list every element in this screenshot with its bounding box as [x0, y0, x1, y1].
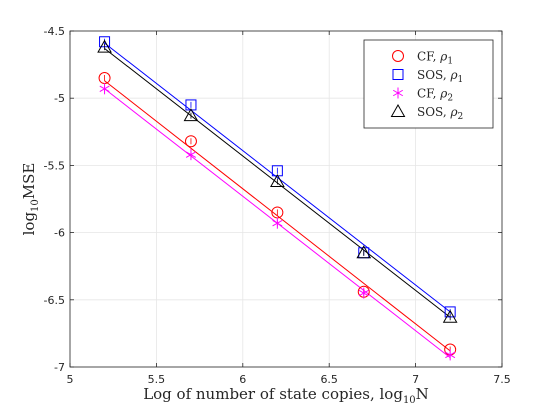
legend-label-sub: 2	[447, 94, 453, 104]
legend-label-sos-rho1: SOS, ρ1	[417, 68, 463, 85]
legend-marker-cf-rho2	[392, 87, 404, 99]
y-axis-label: log10MSE	[20, 163, 41, 236]
legend-label-cf-rho1: CF, ρ1	[417, 50, 453, 67]
x-tick-label: 7.5	[493, 373, 511, 386]
legend-label-main: SOS,	[417, 105, 450, 119]
asterisk-stroke	[445, 351, 456, 359]
legend-label-symbol: ρ	[439, 50, 447, 64]
marker-cf-rho2	[185, 149, 196, 161]
y-tick-label: -4.5	[44, 25, 65, 38]
x-tick-label: 6	[239, 373, 246, 386]
y-tick-label: -6.5	[44, 294, 65, 307]
legend-marker-sos-rho1	[392, 69, 404, 80]
y-axis-label-sub: 10	[30, 199, 41, 212]
legend-label-symbol: ρ	[449, 105, 457, 119]
plot-frame	[69, 30, 503, 368]
marker-cf-rho2	[445, 349, 456, 361]
x-tick-label: 6.5	[320, 373, 338, 386]
marker-sos-rho2	[183, 108, 199, 122]
marker-cf-rho2	[358, 287, 369, 299]
y-tick-label: -5	[54, 92, 65, 105]
axis-ticks: 5 5.5 6 6.5 7 7.5 -4.5 -5 -5.5 -6 -6.5 -7	[44, 25, 511, 386]
legend-label-main: SOS,	[417, 68, 450, 82]
legend-marker-cf-rho1	[392, 50, 404, 62]
legend-label-symbol: ρ	[449, 68, 457, 82]
x-axis-label-sub: 10	[403, 395, 416, 406]
x-tick-label: 7	[412, 373, 419, 386]
asterisk-stroke	[99, 85, 110, 92]
marker-sos-rho2	[97, 39, 112, 53]
marker-cf-rho2	[272, 217, 283, 229]
legend-label-main: CF,	[417, 50, 440, 64]
marker-cf-rho2	[99, 83, 110, 95]
legend-label-main: CF,	[417, 87, 440, 101]
marker-cf-rho1	[184, 135, 197, 148]
grid	[69, 30, 503, 368]
data-markers	[97, 36, 458, 361]
marker-sos-rho2	[356, 245, 372, 259]
y-tick-label: -5.5	[44, 159, 65, 172]
marker-sos-rho2	[270, 174, 285, 188]
y-tick-label: -6	[54, 227, 65, 240]
asterisk-stroke	[272, 220, 283, 227]
legend-label-sub: 1	[458, 75, 464, 85]
marker-sos-rho2	[442, 309, 458, 323]
legend-label-sub: 1	[447, 57, 453, 67]
y-tick-label: -7	[54, 361, 65, 374]
fit-line-cf-rho1	[104, 80, 451, 352]
legend-box	[363, 39, 494, 129]
legend-label-symbol: ρ	[439, 87, 447, 101]
legend-label-sos-rho2: SOS, ρ2	[417, 105, 463, 122]
asterisk-stroke	[392, 89, 404, 97]
x-tick-label: 5.5	[148, 373, 166, 386]
legend-label-cf-rho2: CF, ρ2	[417, 87, 453, 104]
asterisk-stroke	[358, 289, 369, 297]
legend-marker-sos-rho2	[390, 103, 406, 117]
legend-label-sub: 2	[458, 112, 464, 122]
x-tick-label: 5	[67, 373, 74, 386]
x-axis-label: Log of number of state copies, log10N	[143, 385, 429, 406]
fit-line-sos-rho1	[104, 42, 451, 313]
asterisk-stroke	[185, 151, 196, 158]
